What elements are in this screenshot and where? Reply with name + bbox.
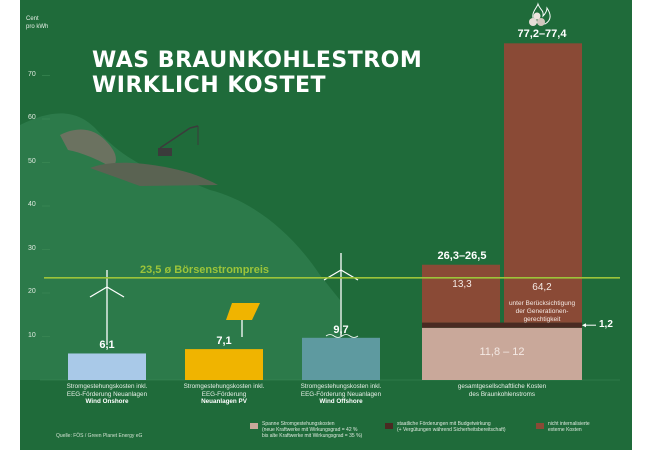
legend-label: Spanne Stromgestehungskosten (neue Kraftw… [262, 421, 397, 439]
bar-value-label: 6,1 [99, 339, 115, 352]
subsidy-pointer-arrow [582, 323, 586, 328]
coal-subsidy-bar [422, 322, 582, 328]
flame-icon [532, 2, 551, 25]
y-axis-unit: Cent pro kWh [26, 15, 48, 31]
coal-lump-icon [533, 12, 541, 20]
solar-panel [226, 303, 260, 320]
title-line-2: WIRKLICH KOSTET [92, 73, 327, 98]
category-label: Stromgestehungskosten inkl. EEG-Förderung… [56, 383, 158, 406]
coal-note-line: der Generationen- [515, 307, 569, 315]
category-text: Stromgestehungskosten inkl. [183, 383, 265, 390]
category-bold: Neuanlagen PV [201, 398, 247, 405]
chart-canvas [20, 2, 620, 429]
coal-left-external-label: 13,3 [452, 278, 472, 290]
legend-line: nicht internalisierte [548, 421, 590, 427]
coal-lump-icon [529, 18, 537, 26]
category-text: EEG-Förderung [201, 390, 247, 398]
coal-base-label: 11,8 – 12 [479, 345, 525, 358]
category-bold: Wind Offshore [319, 398, 363, 405]
category-label: Stromgestehungskosten inkl. EEG-Förderung… [290, 383, 392, 406]
title-line-1: WAS BRAUNKOHLESTROM [92, 48, 423, 73]
legend-line: bis alte Kraftwerke mit Wirkungsgrad = 3… [262, 433, 363, 439]
wind-turbine-blade [89, 286, 108, 298]
coal-note-line: gerechtigkeit [523, 315, 561, 323]
category-text: EEG-Förderung Neuanlagen [300, 390, 382, 398]
legend-line: externe Kosten [548, 427, 582, 433]
coal-right-total-label: 77,2–77,4 [517, 28, 567, 41]
legend-swatch-coal_subsidy [385, 423, 393, 429]
coal-left-total-label: 26,3–26,5 [437, 249, 487, 262]
water-waves-icon [325, 334, 359, 338]
y-tick-label: 10 [28, 331, 36, 339]
bar-value-label: 9,7 [333, 323, 349, 336]
boersenstrompreis-text: ø Börsenstrompreis [164, 263, 269, 276]
coal-right-external-bar [504, 43, 582, 323]
coal-base-bar [422, 327, 582, 380]
bar-pv [185, 349, 263, 380]
legend-line: Spanne Stromgestehungskosten [262, 421, 335, 427]
coal-right-note: unter Berücksichtigung der Generationen-g… [502, 300, 582, 324]
boersenstrompreis-label: 23,5 ø Börsenstrompreis [140, 264, 269, 276]
category-label: Stromgestehungskosten inkl. EEG-Förderung… [173, 383, 275, 406]
bar-offshore [302, 337, 380, 380]
legend-line: (+ Vergütungen während Sicherheitsbereit… [397, 427, 506, 433]
mountain-shape [20, 113, 340, 380]
coal-right-external-label: 64,2 [532, 282, 552, 294]
y-tick-label: 30 [28, 244, 36, 252]
legend-line: (neue Kraftwerke mit Wirkungsgrad = 42 % [262, 427, 358, 433]
legend-label: staatliche Förderungen mit Budgetwirkung… [397, 421, 532, 433]
coal-subsidy-label: 1,2 [599, 319, 613, 331]
excavator-boom-tip [189, 125, 199, 129]
y-tick-label: 60 [28, 114, 36, 121]
category-text: gesamtgesellschaftliche Kosten [457, 383, 547, 390]
legend-line: staatliche Förderungen mit Budgetwirkung [397, 421, 491, 427]
bar-value-label: 7,1 [216, 335, 232, 348]
excavator-boom [159, 127, 191, 149]
unit-line-1: Cent [26, 16, 39, 22]
excavator-body [158, 148, 172, 156]
y-tick-label: 40 [28, 201, 36, 208]
pit-shape [90, 162, 218, 186]
coal-left-external-bar [422, 264, 500, 323]
legend-label: nicht internalisierte externe Kosten [548, 421, 618, 433]
category-text: Stromgestehungskosten inkl. [66, 383, 148, 390]
infographic: WAS BRAUNKOHLESTROM WIRKLICH KOSTET Cent… [20, 0, 632, 450]
category-text: EEG-Förderung Neuanlagen [66, 390, 148, 398]
y-tick-label: 70 [28, 70, 36, 78]
unit-line-2: pro kWh [26, 24, 49, 30]
spoil-heap-shape [60, 129, 116, 168]
category-bold: Wind Onshore [85, 398, 129, 405]
coal-category-label: gesamtgesellschaftliche Kosten des Braunk… [422, 383, 582, 398]
bar-wind_onshore [68, 353, 146, 380]
boersenstrompreis-value: 23,5 [140, 263, 165, 276]
category-text: des Braunkohlenstroms [468, 390, 536, 398]
y-tick-label: 50 [28, 157, 36, 165]
y-tick-label: 20 [28, 288, 36, 295]
legend-swatch-coal_external [536, 423, 544, 429]
legend-swatch-coal_base [250, 423, 258, 429]
coal-lump-icon [537, 18, 545, 26]
chart-title: WAS BRAUNKOHLESTROM WIRKLICH KOSTET [92, 48, 422, 98]
wind-turbine-blade [106, 286, 125, 298]
category-text: Stromgestehungskosten inkl. [300, 383, 382, 390]
source-note: Quelle: FÖS / Green Planet Energy eG [56, 433, 143, 439]
coal-note-line: unter Berücksichtigung [508, 299, 576, 307]
